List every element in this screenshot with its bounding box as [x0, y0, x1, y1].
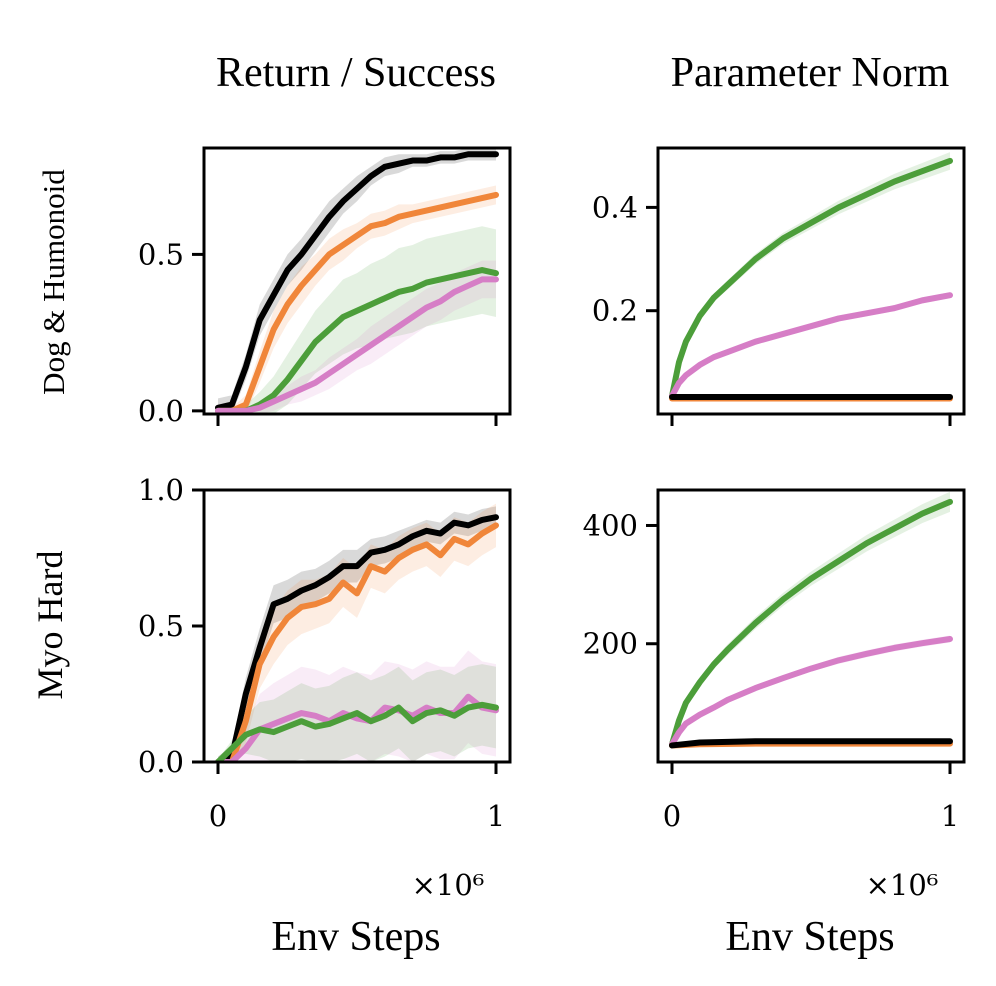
y-tick-label: 0.0 — [138, 745, 184, 779]
band-pink — [218, 260, 496, 414]
series-line-black — [215, 514, 499, 762]
y-tick-label: 0.5 — [138, 237, 184, 271]
band-green — [218, 226, 496, 414]
series-line-orange — [215, 191, 499, 414]
x-tick-label: 1 — [941, 799, 959, 833]
panel-bottom-right: 200 400 0 1 — [583, 488, 966, 833]
panel-top-right: 0.2 0.4 — [592, 146, 966, 426]
axes-frame — [202, 146, 512, 416]
series-line-pink — [215, 276, 499, 414]
axes-frame — [656, 488, 966, 764]
band-orange — [218, 185, 496, 414]
band-pink — [218, 650, 496, 762]
series-line-green — [215, 701, 499, 762]
series-line-green — [669, 498, 953, 748]
band-pink — [672, 635, 950, 746]
band-pink — [672, 292, 950, 397]
panel-bottom-left: 0.0 0.5 1.0 0 1 — [138, 473, 512, 833]
y-tick-label: 0.5 — [138, 609, 184, 643]
row-label-myo-hard: Myo Hard — [30, 551, 70, 700]
band-black — [218, 148, 496, 414]
y-tick-label: 1.0 — [138, 473, 184, 507]
series-line-pink — [669, 292, 953, 399]
row-label-dog-humonoid: Dog & Humonoid — [36, 169, 71, 395]
x-multiplier-left: ×10⁶ — [412, 868, 485, 902]
series-line-green — [215, 267, 499, 414]
axes-frame — [656, 146, 966, 416]
band-black — [218, 506, 496, 762]
title-return-success: Return / Success — [216, 50, 496, 96]
series-line-black — [669, 738, 953, 749]
y-tick-label: 0.2 — [592, 294, 638, 328]
x-tick-label: 0 — [663, 799, 681, 833]
x-tick-label: 1 — [487, 799, 505, 833]
plot-area — [215, 148, 499, 414]
series-line-green — [669, 157, 953, 399]
y-tick-label: 200 — [583, 627, 638, 661]
y-tick-label: 0.4 — [592, 190, 638, 224]
plot-area — [215, 503, 499, 762]
band-green — [672, 152, 950, 398]
y-tick-label: 400 — [583, 508, 638, 542]
x-label-left: Env Steps — [271, 914, 440, 960]
plot-area — [669, 491, 953, 749]
x-multiplier-right: ×10⁶ — [866, 868, 939, 902]
series-line-orange — [215, 522, 499, 762]
series-line-pink — [669, 636, 953, 748]
plot-area — [669, 152, 953, 402]
x-label-right: Env Steps — [725, 914, 894, 960]
title-parameter-norm: Parameter Norm — [671, 50, 950, 96]
band-green — [672, 491, 950, 747]
x-tick-label: 0 — [209, 799, 227, 833]
series-line-black — [215, 151, 499, 411]
y-tick-label: 0.0 — [138, 394, 184, 428]
panel-top-left: 0.0 0.5 — [138, 146, 512, 428]
